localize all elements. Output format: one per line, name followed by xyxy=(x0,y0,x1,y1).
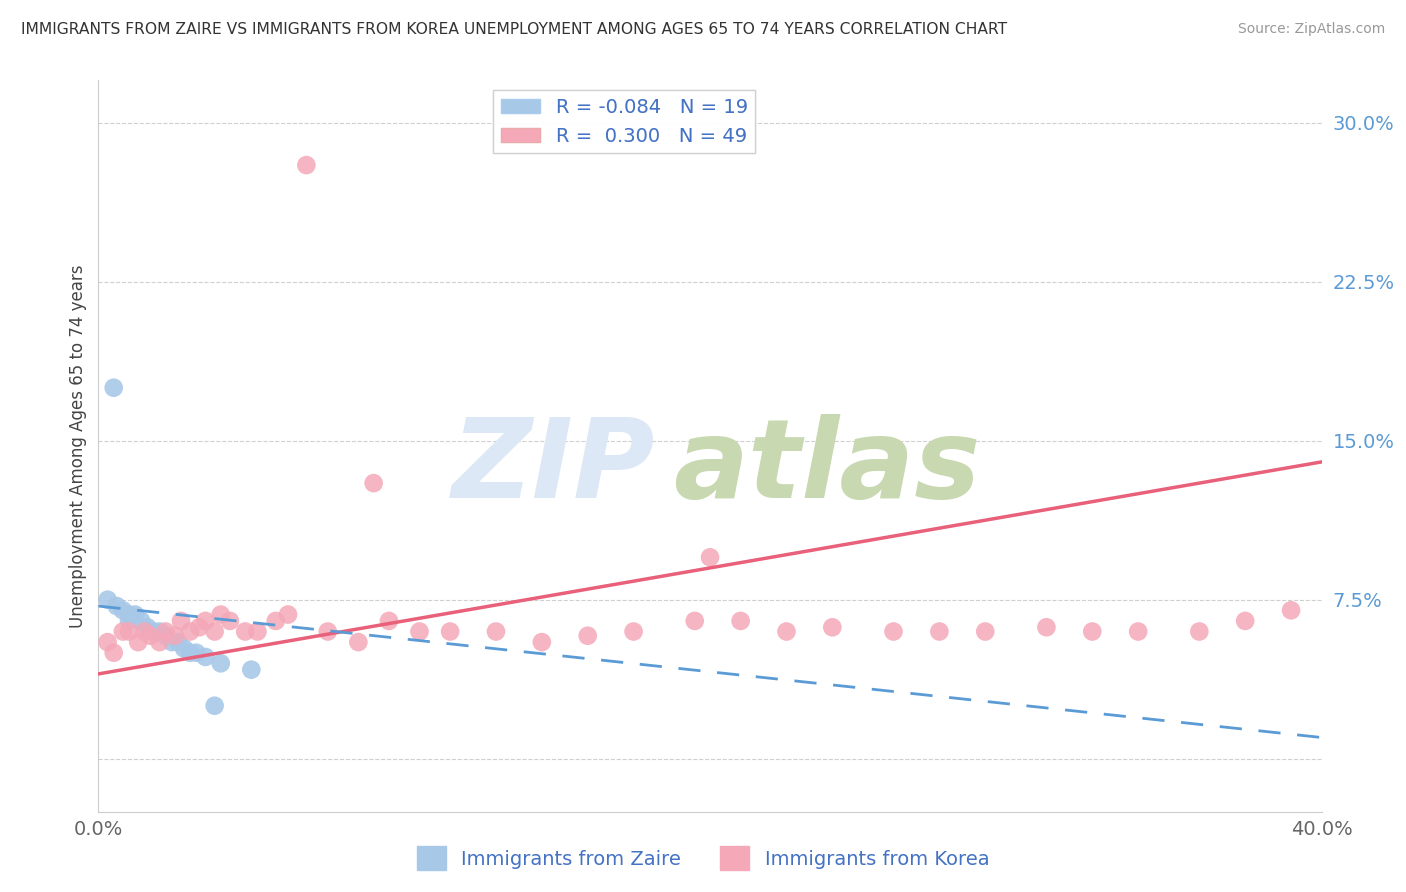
Point xyxy=(160,635,183,649)
Point xyxy=(530,635,553,649)
Point xyxy=(821,620,844,634)
Point xyxy=(1081,624,1104,639)
Point xyxy=(928,624,950,639)
Point xyxy=(378,614,401,628)
Point xyxy=(188,620,211,634)
Point xyxy=(124,607,146,622)
Point xyxy=(142,624,165,639)
Text: IMMIGRANTS FROM ZAIRE VS IMMIGRANTS FROM KOREA UNEMPLOYMENT AMONG AGES 65 TO 74 : IMMIGRANTS FROM ZAIRE VS IMMIGRANTS FROM… xyxy=(21,22,1007,37)
Point xyxy=(219,614,242,628)
Point xyxy=(134,624,156,639)
Point xyxy=(204,698,226,713)
Point xyxy=(155,629,177,643)
Point xyxy=(730,614,752,628)
Point xyxy=(194,649,217,664)
Point xyxy=(118,614,141,628)
Point xyxy=(1128,624,1150,639)
Point xyxy=(139,629,162,643)
Point xyxy=(363,476,385,491)
Legend: Immigrants from Zaire, Immigrants from Korea: Immigrants from Zaire, Immigrants from K… xyxy=(409,838,997,878)
Point xyxy=(97,635,120,649)
Point xyxy=(170,614,193,628)
Point xyxy=(204,624,226,639)
Point xyxy=(1188,624,1211,639)
Point xyxy=(485,624,508,639)
Point xyxy=(233,624,256,639)
Point xyxy=(179,646,201,660)
Point xyxy=(111,603,134,617)
Point xyxy=(149,624,172,639)
Point xyxy=(623,624,645,639)
Point xyxy=(155,624,177,639)
Point xyxy=(118,624,141,639)
Legend: R = -0.084   N = 19, R =  0.300   N = 49: R = -0.084 N = 19, R = 0.300 N = 49 xyxy=(494,90,755,153)
Point xyxy=(240,663,263,677)
Text: ZIP: ZIP xyxy=(451,415,655,522)
Point xyxy=(97,592,120,607)
Text: Source: ZipAtlas.com: Source: ZipAtlas.com xyxy=(1237,22,1385,37)
Text: atlas: atlas xyxy=(673,415,981,522)
Point xyxy=(1234,614,1257,628)
Point xyxy=(127,635,149,649)
Point xyxy=(576,629,599,643)
Point xyxy=(167,635,190,649)
Y-axis label: Unemployment Among Ages 65 to 74 years: Unemployment Among Ages 65 to 74 years xyxy=(69,264,87,628)
Point xyxy=(209,607,232,622)
Point xyxy=(186,646,208,660)
Point xyxy=(883,624,905,639)
Point xyxy=(277,607,299,622)
Point xyxy=(149,635,172,649)
Point xyxy=(974,624,997,639)
Point xyxy=(347,635,370,649)
Point xyxy=(439,624,461,639)
Point xyxy=(316,624,339,639)
Point xyxy=(264,614,287,628)
Point xyxy=(775,624,797,639)
Point xyxy=(129,614,152,628)
Point xyxy=(103,381,125,395)
Point xyxy=(103,646,125,660)
Point xyxy=(194,614,217,628)
Point xyxy=(163,629,186,643)
Point xyxy=(295,158,318,172)
Point xyxy=(699,550,721,565)
Point xyxy=(683,614,706,628)
Point xyxy=(246,624,269,639)
Point xyxy=(136,620,159,634)
Point xyxy=(1279,603,1302,617)
Point xyxy=(111,624,134,639)
Point xyxy=(209,657,232,671)
Point xyxy=(118,607,141,622)
Point xyxy=(1035,620,1057,634)
Point xyxy=(105,599,128,613)
Point xyxy=(408,624,430,639)
Point xyxy=(173,641,195,656)
Point xyxy=(179,624,201,639)
